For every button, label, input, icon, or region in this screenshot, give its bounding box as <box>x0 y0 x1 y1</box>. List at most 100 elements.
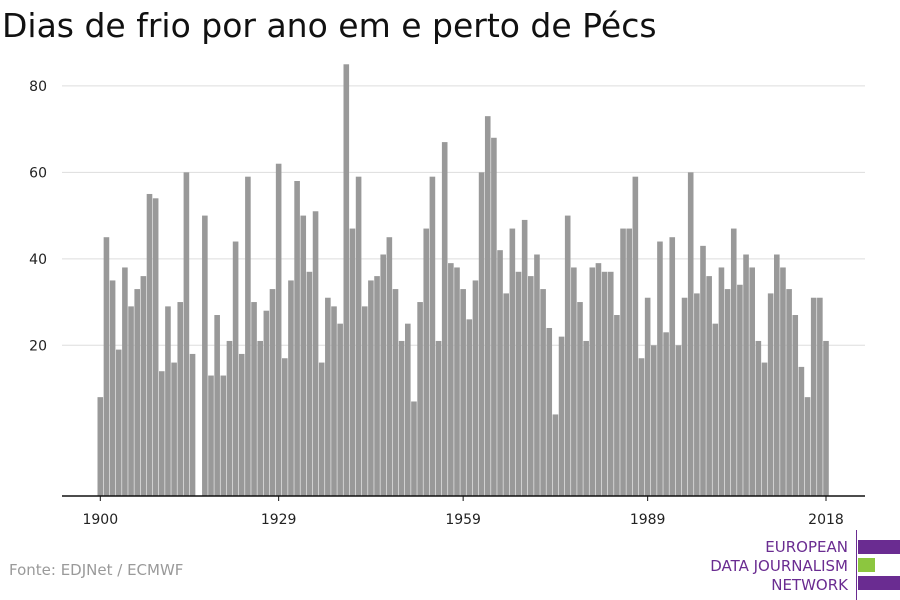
bar-1986 <box>626 228 632 496</box>
bar-1925 <box>251 302 257 496</box>
bar-1964 <box>491 137 497 496</box>
bar-1940 <box>343 64 350 496</box>
bar-1997 <box>694 293 700 496</box>
bar-2002 <box>724 289 731 496</box>
logo-bar-middle <box>858 558 875 572</box>
bar-1947 <box>386 237 393 496</box>
bar-1942 <box>355 176 362 497</box>
bar-2010 <box>774 254 780 496</box>
bar-1992 <box>663 332 669 496</box>
bar-2013 <box>792 315 799 496</box>
bar-1945 <box>374 276 380 496</box>
x-tick-label: 1929 <box>261 512 297 528</box>
bar-1987 <box>632 176 639 497</box>
bar-1920 <box>220 375 227 496</box>
bar-1948 <box>392 289 399 496</box>
x-axis: 1900 1929 1959 1989 2018 <box>62 495 865 528</box>
bar-1941 <box>349 228 356 496</box>
bar-1910 <box>159 371 165 496</box>
bar-1983 <box>607 271 614 496</box>
bar-1950 <box>405 323 411 496</box>
bar-1971 <box>534 254 540 496</box>
bar-2018 <box>823 340 829 496</box>
bar-1922 <box>232 241 239 496</box>
bar-1921 <box>226 340 233 496</box>
bar-2007 <box>755 340 762 496</box>
logo-rule <box>856 530 857 600</box>
bar-1953 <box>423 228 430 496</box>
bar-1980 <box>589 267 596 496</box>
bar-1946 <box>380 254 386 496</box>
logo-line-1: EUROPEAN <box>765 538 848 556</box>
bar-1929 <box>275 163 282 497</box>
bar-1959 <box>460 289 466 496</box>
bar-2001 <box>718 267 725 496</box>
bar-1968 <box>515 271 522 496</box>
bar-2017 <box>817 297 823 496</box>
bar-1932 <box>294 181 300 497</box>
bar-1937 <box>325 297 331 496</box>
bar-1912 <box>171 362 177 496</box>
bar-1991 <box>657 241 663 496</box>
bar-1969 <box>521 219 528 496</box>
x-tick-label: 1989 <box>630 512 666 528</box>
bar-1949 <box>398 340 405 496</box>
bar-1933 <box>300 215 307 496</box>
bar-1917 <box>202 215 208 496</box>
bar-2016 <box>810 297 817 496</box>
bar-1977 <box>571 267 577 496</box>
y-tick-label: 60 <box>29 165 47 181</box>
bar-1903 <box>115 349 122 496</box>
bar-1965 <box>497 250 503 496</box>
bar-1954 <box>429 176 436 497</box>
bar-2006 <box>749 267 755 496</box>
bar-1952 <box>417 302 423 496</box>
bar-2003 <box>730 228 737 496</box>
bar-1979 <box>583 340 589 496</box>
bar-2000 <box>712 323 719 496</box>
bar-1985 <box>620 228 626 496</box>
bar-1970 <box>528 276 534 496</box>
bar-1962 <box>478 172 485 497</box>
bar-1972 <box>540 289 546 496</box>
bar-1973 <box>546 327 553 496</box>
bar-1938 <box>331 306 337 496</box>
bar-1966 <box>503 293 509 496</box>
bar-1984 <box>614 315 620 496</box>
bar-1918 <box>208 375 214 496</box>
bar-1913 <box>177 302 184 496</box>
bar-1978 <box>577 302 583 496</box>
bar-1988 <box>638 358 645 496</box>
bar-1908 <box>146 193 153 496</box>
bar-1930 <box>282 358 288 496</box>
bar-1931 <box>288 280 294 496</box>
bar-2011 <box>780 267 786 496</box>
bar-1999 <box>706 276 712 496</box>
bar-1911 <box>165 306 171 496</box>
bar-1919 <box>214 315 220 496</box>
bar-2014 <box>798 366 805 496</box>
bar-2012 <box>786 289 792 496</box>
bar-1993 <box>669 237 676 496</box>
bar-1958 <box>454 267 460 496</box>
bar-1995 <box>681 297 688 496</box>
bar-1906 <box>134 289 140 496</box>
bar-1915 <box>189 353 196 496</box>
bar-1955 <box>435 340 442 496</box>
y-tick-label: 20 <box>29 338 47 354</box>
bar-1960 <box>466 319 473 496</box>
y-axis-ticks: 20 40 60 80 <box>29 79 47 354</box>
bar-1951 <box>411 401 417 496</box>
bar-1976 <box>564 215 571 496</box>
bar-1957 <box>448 263 454 496</box>
logo-text: EUROPEAN DATA JOURNALISM NETWORK <box>710 538 848 595</box>
bar-1935 <box>312 211 319 496</box>
bar-1998 <box>700 245 706 496</box>
bar-1907 <box>140 276 147 496</box>
bar-1943 <box>361 306 368 496</box>
bar-1904 <box>122 267 128 496</box>
bar-1956 <box>441 142 448 496</box>
bar-1996 <box>687 172 694 497</box>
bar-1963 <box>484 116 491 496</box>
